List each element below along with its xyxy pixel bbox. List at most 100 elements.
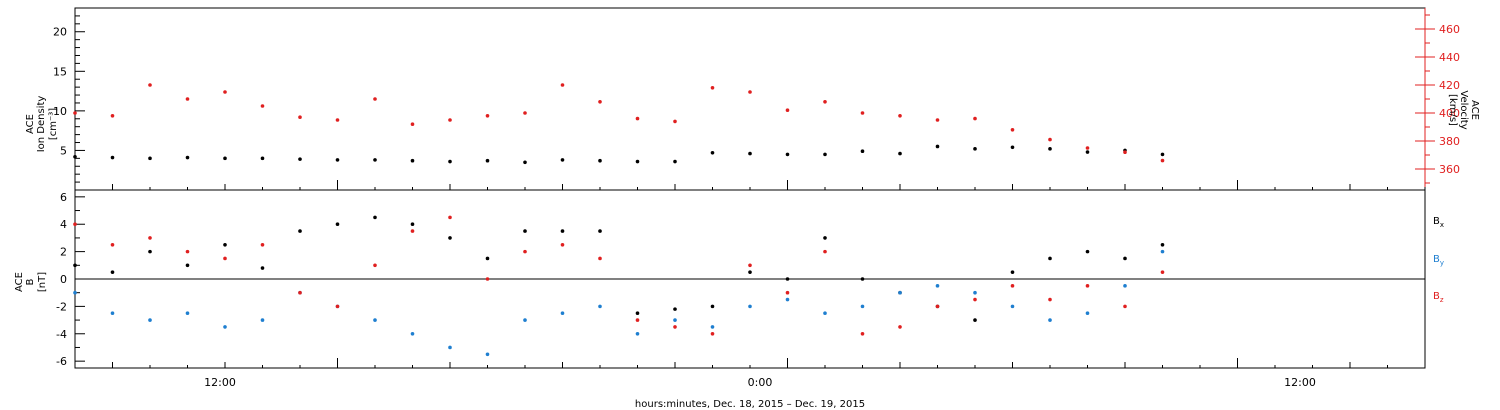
x-tick-label-0000: 0:00 bbox=[748, 376, 773, 389]
point-ion-density-29 bbox=[1160, 152, 1165, 157]
density-axis-ticks: 5 10 15 20 bbox=[53, 15, 85, 183]
point-by-24 bbox=[973, 290, 977, 295]
point-ion-density-7 bbox=[335, 158, 340, 162]
point-by-22 bbox=[898, 290, 902, 295]
point-bx-16 bbox=[673, 307, 677, 311]
point-by-5 bbox=[260, 318, 265, 322]
point-ion-density-23 bbox=[935, 144, 940, 149]
point-velocity-16 bbox=[673, 119, 677, 124]
density-axis-label-line3: [cm⁻³] bbox=[48, 108, 59, 140]
density-axis-label-line1: ACE bbox=[25, 114, 36, 134]
legend-bz: Bz bbox=[1433, 291, 1444, 304]
point-bz-27 bbox=[1085, 284, 1090, 288]
point-bz-18 bbox=[748, 263, 752, 268]
point-by-20 bbox=[823, 311, 827, 316]
point-velocity-25 bbox=[1010, 128, 1015, 132]
point-bz-24 bbox=[973, 297, 977, 302]
point-bz-12 bbox=[523, 249, 527, 254]
point-bx-11 bbox=[485, 256, 490, 261]
point-ion-density-27 bbox=[1085, 150, 1090, 154]
point-bx-0 bbox=[73, 263, 77, 268]
point-by-2 bbox=[148, 318, 152, 322]
point-by-9 bbox=[410, 331, 415, 336]
point-bz-10 bbox=[448, 215, 452, 220]
point-bx-29 bbox=[1160, 242, 1165, 247]
point-bx-3 bbox=[185, 263, 190, 268]
point-by-28 bbox=[1123, 284, 1127, 288]
point-bx-1 bbox=[110, 270, 115, 274]
point-velocity-7 bbox=[335, 118, 340, 122]
point-bz-28 bbox=[1123, 304, 1127, 309]
point-bx-21 bbox=[860, 277, 865, 281]
density-velocity-points bbox=[73, 83, 1165, 165]
point-bz-26 bbox=[1048, 297, 1052, 302]
velocity-tick-label-0: 360 bbox=[1439, 163, 1460, 176]
point-by-17 bbox=[710, 325, 715, 329]
density-axis-label-line2: Ion Density bbox=[36, 96, 47, 153]
field-tick-label-1: -4 bbox=[56, 328, 67, 341]
point-bz-23 bbox=[935, 304, 940, 309]
point-by-18 bbox=[748, 304, 752, 309]
point-bx-26 bbox=[1048, 256, 1052, 261]
velocity-axis-label-line3: [km/s] bbox=[1447, 94, 1458, 126]
panel-top-frame bbox=[74, 7, 1426, 191]
point-bx-12 bbox=[523, 229, 527, 233]
velocity-axis-label-line1: ACE bbox=[1469, 100, 1480, 120]
point-velocity-24 bbox=[973, 116, 977, 121]
field-axis-label-line1: ACE bbox=[14, 272, 25, 292]
point-bx-7 bbox=[335, 222, 340, 227]
point-by-16 bbox=[673, 318, 677, 322]
point-by-10 bbox=[448, 345, 452, 350]
point-ion-density-24 bbox=[973, 147, 977, 151]
point-by-15 bbox=[635, 331, 640, 336]
point-ion-density-21 bbox=[860, 149, 865, 154]
point-ion-density-15 bbox=[635, 159, 640, 164]
point-bz-15 bbox=[635, 318, 640, 322]
velocity-tick-label-3: 420 bbox=[1439, 79, 1460, 92]
velocity-axis-label-line2: Velocity bbox=[1458, 90, 1469, 129]
point-bz-13 bbox=[560, 242, 565, 247]
point-ion-density-12 bbox=[523, 160, 527, 165]
velocity-tick-label-2: 400 bbox=[1439, 107, 1460, 120]
point-bx-19 bbox=[785, 277, 790, 281]
point-velocity-12 bbox=[523, 111, 527, 115]
density-tick-label-2: 15 bbox=[53, 65, 67, 78]
point-velocity-27 bbox=[1085, 146, 1090, 150]
point-velocity-28 bbox=[1123, 150, 1127, 154]
point-bz-9 bbox=[410, 229, 415, 233]
field-tick-label-3: 0 bbox=[60, 273, 67, 286]
field-points bbox=[73, 215, 1165, 357]
point-bx-28 bbox=[1123, 256, 1127, 261]
point-bx-5 bbox=[260, 266, 265, 270]
point-velocity-17 bbox=[710, 86, 715, 90]
point-bz-7 bbox=[335, 304, 340, 309]
point-by-0 bbox=[73, 290, 77, 295]
field-tick-label-2: -2 bbox=[56, 300, 67, 313]
point-bz-4 bbox=[223, 256, 227, 261]
point-bx-27 bbox=[1085, 249, 1090, 254]
velocity-tick-label-1: 380 bbox=[1439, 135, 1460, 148]
point-bx-10 bbox=[448, 236, 452, 240]
point-by-21 bbox=[860, 304, 865, 309]
point-velocity-1 bbox=[110, 114, 115, 118]
point-bx-6 bbox=[298, 229, 302, 233]
point-ion-density-18 bbox=[748, 151, 752, 156]
point-ion-density-25 bbox=[1010, 145, 1015, 150]
field-tick-label-5: 4 bbox=[60, 218, 67, 231]
point-bz-14 bbox=[598, 256, 602, 261]
point-velocity-8 bbox=[373, 97, 377, 101]
density-tick-label-1: 10 bbox=[53, 105, 67, 118]
point-bx-14 bbox=[598, 229, 602, 233]
point-ion-density-8 bbox=[373, 158, 377, 162]
velocity-axis-ticks: 360 380 400 420 440 460 bbox=[1415, 8, 1460, 190]
point-ion-density-16 bbox=[673, 159, 677, 164]
point-ion-density-10 bbox=[448, 159, 452, 164]
point-bz-19 bbox=[785, 290, 790, 295]
panel-density-velocity: 5 10 15 20 360 380 400 420 440 460 ACE Ion Densi… bbox=[25, 7, 1480, 191]
point-bz-8 bbox=[373, 263, 377, 268]
point-by-23 bbox=[935, 284, 940, 288]
point-bz-21 bbox=[860, 331, 865, 336]
panel-magnetic-field: -6 -4 -2 0 2 4 6 ACE B [nT] Bx By Bz bbox=[14, 189, 1444, 369]
point-bz-2 bbox=[148, 236, 152, 240]
point-velocity-6 bbox=[298, 115, 302, 119]
